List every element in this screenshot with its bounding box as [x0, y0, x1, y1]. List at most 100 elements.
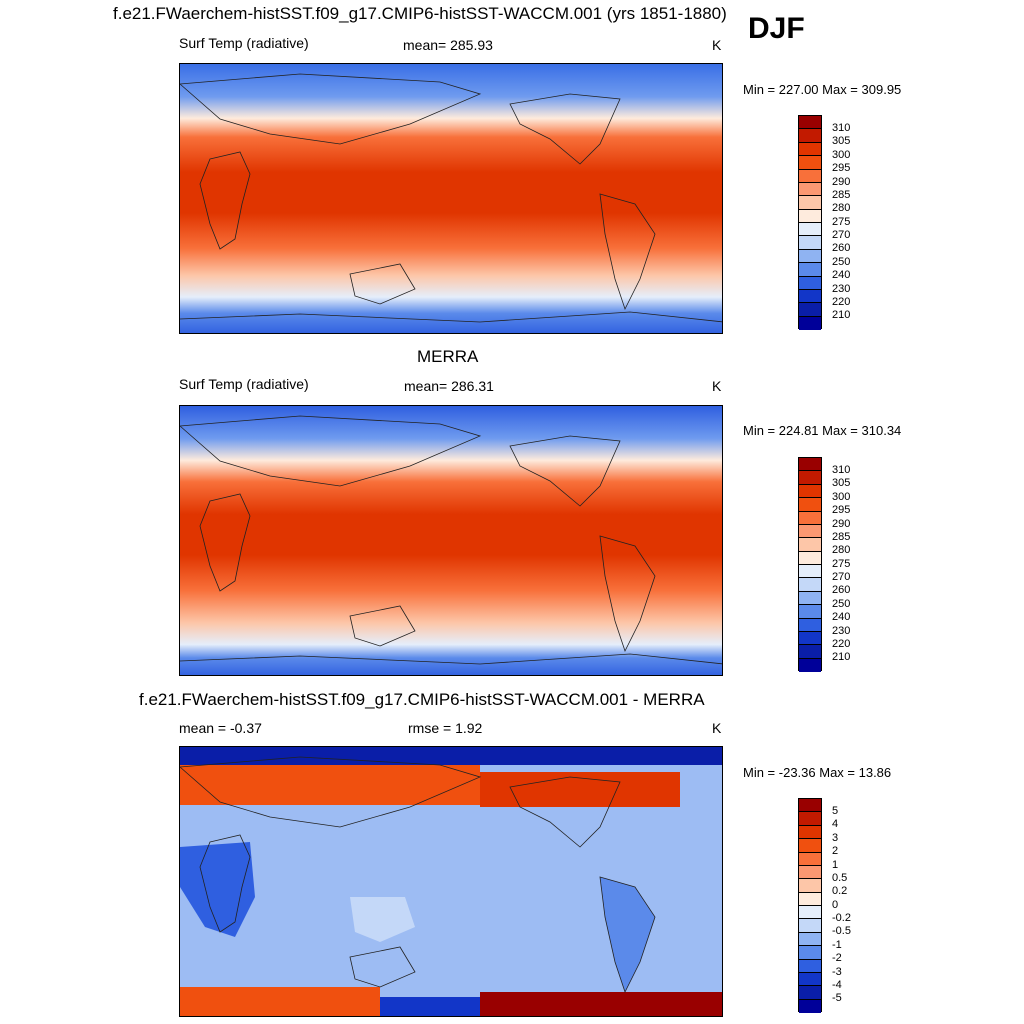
colorbar-swatch	[799, 498, 821, 512]
colorbar-label: 240	[832, 611, 851, 624]
colorbar-label: 275	[832, 215, 851, 228]
south-america-outline	[599, 876, 656, 994]
panel3-colorbar	[798, 798, 822, 1013]
north-america-outline	[509, 435, 621, 507]
colorbar-swatch	[799, 578, 821, 592]
panel1-map	[179, 63, 723, 334]
colorbar-swatch	[799, 303, 821, 317]
africa-outline	[199, 151, 251, 250]
colorbar-swatch	[799, 618, 821, 632]
panel2-variable: Surf Temp (radiative)	[179, 376, 309, 392]
colorbar-swatch	[799, 658, 821, 672]
colorbar-swatch	[799, 142, 821, 157]
colorbar-label: -5	[832, 992, 842, 1005]
africa-outline	[199, 493, 251, 592]
colorbar-label: -3	[832, 965, 842, 978]
panel2-colorbar-labels: 310 305 300 295 290 285 280 275 270 260 …	[832, 457, 892, 671]
colorbar-swatch	[799, 852, 821, 866]
colorbar-swatch	[799, 919, 821, 933]
colorbar-label: 310	[832, 122, 851, 134]
colorbar-label: 280	[832, 544, 851, 557]
australia-outline	[349, 263, 416, 305]
colorbar-swatch	[799, 812, 821, 826]
north-america-outline	[509, 93, 621, 165]
colorbar-swatch	[799, 986, 821, 1000]
colorbar-swatch	[799, 825, 821, 840]
colorbar-swatch	[799, 129, 821, 143]
panel1-mean: mean= 285.93	[403, 37, 493, 53]
colorbar-swatch	[799, 223, 821, 237]
panel1-minmax: Min = 227.00 Max = 309.95	[743, 82, 902, 97]
colorbar-swatch	[799, 932, 821, 947]
panel2-colorbar	[798, 457, 822, 672]
panel2-units: K	[712, 378, 722, 394]
colorbar-label: 290	[832, 175, 851, 188]
panel2-map	[179, 405, 723, 676]
colorbar-label: 230	[832, 624, 851, 637]
south-america-outline	[599, 535, 656, 653]
panel3-map	[179, 746, 723, 1017]
colorbar-swatch	[799, 484, 821, 499]
panel3-colorbar-labels: 5 4 3 2 1 0.5 0.2 0 -0.2 -0.5 -1 -2 -3 -…	[832, 798, 892, 1012]
colorbar-label: 2	[832, 845, 839, 858]
colorbar-label: -4	[832, 978, 842, 991]
panel1-title: f.e21.FWaerchem-histSST.f09_g17.CMIP6-hi…	[113, 4, 727, 23]
season-label: DJF	[748, 12, 805, 45]
colorbar-label: 3	[832, 831, 839, 844]
panel2-title: MERRA	[417, 347, 479, 366]
colorbar-label: 270	[832, 571, 851, 583]
colorbar-swatch	[799, 879, 821, 893]
colorbar-label: 260	[832, 242, 851, 255]
colorbar-swatch	[799, 524, 821, 539]
colorbar-swatch	[799, 959, 821, 973]
panel1-colorbar-labels: 310 305 300 295 290 285 280 275 270 260 …	[832, 115, 892, 329]
colorbar-swatch	[799, 799, 821, 813]
colorbar-label: 295	[832, 162, 851, 175]
panel3-rmse: rmse = 1.92	[408, 720, 483, 736]
colorbar-swatch	[799, 839, 821, 853]
south-america-outline	[599, 193, 656, 311]
eurasia-outline	[180, 415, 482, 487]
colorbar-label: -2	[832, 952, 842, 965]
panel1-units: K	[712, 37, 722, 53]
antarctica-outline	[180, 311, 722, 323]
colorbar-label: 0.5	[832, 871, 848, 884]
colorbar-swatch	[799, 316, 821, 330]
colorbar-label: 210	[832, 651, 851, 664]
colorbar-label: 305	[832, 477, 851, 490]
colorbar-label: 240	[832, 269, 851, 282]
colorbar-label: 295	[832, 504, 851, 517]
colorbar-label: -0.5	[832, 925, 851, 938]
colorbar-label: -0.2	[832, 912, 851, 924]
colorbar-swatch	[799, 511, 821, 525]
colorbar-label: 280	[832, 202, 851, 215]
colorbar-swatch	[799, 236, 821, 250]
colorbar-swatch	[799, 605, 821, 619]
north-america-outline	[509, 776, 621, 848]
colorbar-label: 0.2	[832, 885, 848, 898]
australia-outline	[349, 605, 416, 647]
colorbar-swatch	[799, 999, 821, 1013]
colorbar-swatch	[799, 209, 821, 223]
antarctica-outline	[180, 653, 722, 665]
colorbar-swatch	[799, 289, 821, 304]
panel2-mean: mean= 286.31	[404, 378, 494, 394]
colorbar-label: 210	[832, 309, 851, 322]
colorbar-label: 260	[832, 584, 851, 597]
colorbar-label: 230	[832, 282, 851, 295]
colorbar-swatch	[799, 538, 821, 552]
panel3-title: f.e21.FWaerchem-histSST.f09_g17.CMIP6-hi…	[139, 690, 705, 709]
colorbar-label: -1	[832, 938, 842, 951]
colorbar-label: 5	[832, 805, 839, 817]
colorbar-swatch	[799, 196, 821, 210]
colorbar-label: 250	[832, 255, 851, 268]
colorbar-label: 220	[832, 637, 851, 650]
colorbar-swatch	[799, 156, 821, 170]
colorbar-label: 310	[832, 464, 851, 476]
colorbar-swatch	[799, 565, 821, 579]
colorbar-swatch	[799, 182, 821, 197]
panel2-minmax: Min = 224.81 Max = 310.34	[743, 423, 902, 438]
colorbar-label: 220	[832, 295, 851, 308]
panel1-variable: Surf Temp (radiative)	[179, 35, 309, 51]
panel3-mean: mean = -0.37	[179, 720, 262, 736]
